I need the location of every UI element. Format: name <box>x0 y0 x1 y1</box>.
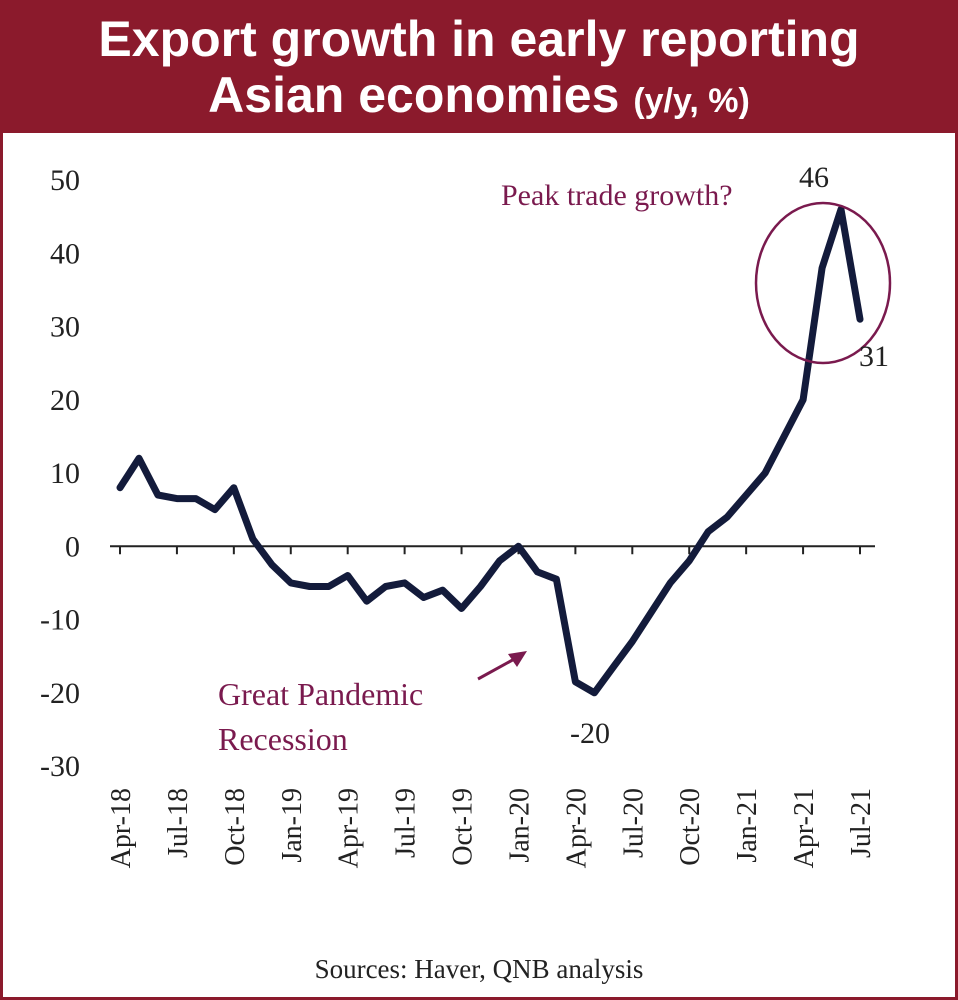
x-tick-label: Oct-18 <box>220 788 251 866</box>
x-axis: Apr-18 Jul-18 Oct-18 Jan-19 Apr-19 Jul-19 Oct-… <box>106 545 877 868</box>
y-axis: 50 40 30 20 10 0 -10 -20 -30 <box>40 164 80 783</box>
recession-arrow-head <box>508 651 527 667</box>
chart-header: Export growth in early reporting Asian e… <box>0 0 958 133</box>
x-tick-label: Apr-18 <box>106 788 137 868</box>
x-tick-label: Jul-20 <box>618 788 649 858</box>
chart-title-line2: Asian economies (y/y, %) <box>0 66 958 130</box>
y-tick-label: 40 <box>50 237 80 270</box>
recession-arrow-line <box>477 655 519 681</box>
x-tick-label: Jan-20 <box>504 788 535 863</box>
recession-annotation-line2: Recession <box>218 721 348 757</box>
annotation-layer: Peak trade growth? Great Pandemic Recess… <box>218 161 892 757</box>
x-tick-label: Jul-18 <box>163 788 194 858</box>
y-tick-label: -30 <box>40 750 80 783</box>
y-tick-label: 0 <box>65 530 80 563</box>
y-tick-label: 10 <box>50 457 80 490</box>
recession-annotation-line1: Great Pandemic <box>218 676 423 712</box>
y-tick-label: 30 <box>50 311 80 344</box>
y-tick-label: 50 <box>50 164 80 197</box>
y-tick-label: 20 <box>50 384 80 417</box>
peak-highlight-ellipse <box>754 201 892 365</box>
x-tick-label: Jan-19 <box>277 788 308 863</box>
chart-title-unit: (y/y, %) <box>633 82 750 120</box>
source-note: Sources: Haver, QNB analysis <box>314 954 644 984</box>
x-tick-label: Apr-19 <box>334 788 365 868</box>
chart-title-line1: Export growth in early reporting <box>98 11 860 67</box>
data-label-peak: 46 <box>799 161 829 194</box>
x-tick-label: Oct-19 <box>448 788 479 866</box>
x-tick-label: Apr-21 <box>789 788 820 868</box>
data-label-trough: -20 <box>570 717 610 750</box>
x-tick-label: Jul-21 <box>846 788 877 858</box>
x-tick-label: Jan-21 <box>732 788 763 863</box>
y-tick-label: -10 <box>40 604 80 637</box>
peak-annotation-label: Peak trade growth? <box>501 179 733 212</box>
series-layer <box>116 205 864 697</box>
data-label-last: 31 <box>859 340 889 373</box>
chart-title-line2-text: Asian economies <box>208 67 620 123</box>
x-tick-label: Apr-20 <box>561 788 592 868</box>
y-tick-label: -20 <box>40 677 80 710</box>
x-tick-label: Oct-20 <box>675 788 706 866</box>
x-tick-label: Jul-19 <box>391 788 422 858</box>
series-line <box>116 205 864 697</box>
